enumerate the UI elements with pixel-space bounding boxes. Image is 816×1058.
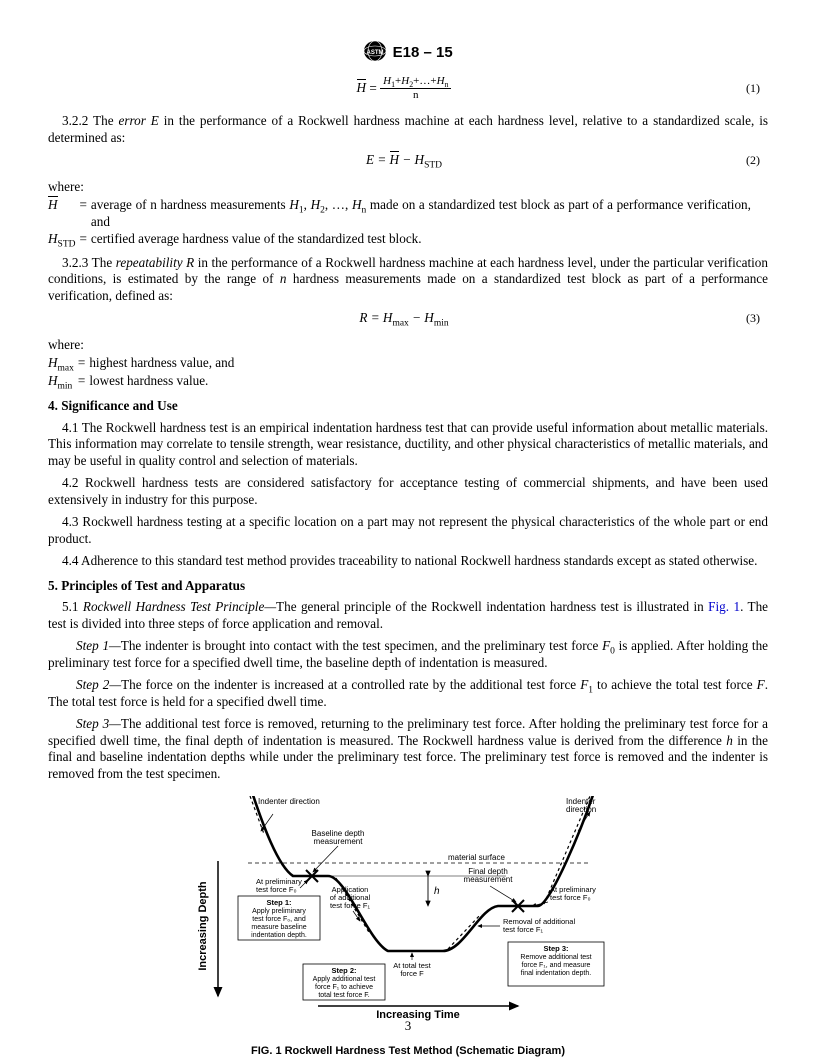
doc-id: E18 – 15	[393, 44, 453, 61]
para-4-2: 4.2 Rockwell hardness tests are consider…	[48, 475, 768, 508]
eq-num-2: (2)	[442, 153, 768, 168]
para-3-2-2: 3.2.2 The error E in the performance of …	[48, 113, 768, 146]
para-4-3: 4.3 Rockwell hardness testing at a speci…	[48, 514, 768, 547]
where-label-1: where:	[48, 179, 768, 196]
label-removal: Removal of additionaltest force F₁	[503, 917, 575, 934]
where-label-2: where:	[48, 337, 768, 354]
astm-logo: ASTM	[363, 40, 387, 67]
table-row: Hmin = lowest hardness value.	[48, 373, 238, 391]
eq-num-3: (3)	[449, 311, 768, 326]
doc-header: ASTM E18 – 15	[48, 40, 768, 67]
label-surface: material surface	[448, 853, 505, 862]
svg-text:Apply additional testforce F₁: Apply additional testforce F₁ to achieve…	[313, 976, 376, 999]
section-4-head: 4. Significance and Use	[48, 398, 768, 415]
label-app-add: Applicationof additionaltest force F₁	[330, 885, 371, 910]
label-at-total: At total testforce F	[393, 961, 431, 978]
svg-text:Remove additional testforce F₁: Remove additional testforce F₁, and meas…	[520, 954, 591, 977]
svg-text:h: h	[434, 886, 440, 897]
where-table-2: Hmax = highest hardness value, and Hmin …	[48, 355, 238, 390]
equation-2: E = H − HSTD (2)	[48, 152, 768, 169]
para-step-2: Step 2—The force on the indenter is incr…	[48, 677, 768, 710]
equation-3: R = Hmax − Hmin (3)	[48, 310, 768, 327]
svg-text:ASTM: ASTM	[367, 50, 384, 56]
label-indenter-r: Indenterdirection	[566, 797, 596, 814]
label-at-prelim-r: At preliminarytest force F₀	[550, 885, 596, 902]
section-5-head: 5. Principles of Test and Apparatus	[48, 578, 768, 595]
svg-text:Apply preliminarytest force F₀: Apply preliminarytest force F₀, andmeasu…	[251, 908, 307, 939]
eq-num-1: (1)	[451, 81, 768, 96]
para-step-1: Step 1—The indenter is brought into cont…	[48, 638, 768, 671]
table-row: HSTD = certified average hardness value …	[48, 231, 755, 249]
para-4-1: 4.1 The Rockwell hardness test is an emp…	[48, 420, 768, 470]
y-axis-label: Increasing Depth	[197, 881, 209, 971]
para-4-4: 4.4 Adherence to this standard test meth…	[48, 553, 768, 570]
para-5-1: 5.1 Rockwell Hardness Test Principle—The…	[48, 599, 768, 632]
fig-1-ref[interactable]: Fig. 1	[708, 599, 740, 614]
label-at-prelim-l: At preliminarytest force F₀	[256, 877, 302, 894]
para-step-3: Step 3—The additional test force is remo…	[48, 716, 768, 782]
svg-text:Step 2:: Step 2:	[331, 966, 356, 975]
label-indenter-l: Indenter direction	[258, 797, 320, 806]
svg-text:Step 1:: Step 1:	[266, 898, 291, 907]
label-final-depth: Final depthmeasurement	[464, 867, 514, 884]
para-3-2-3: 3.2.3 The repeatability R in the perform…	[48, 255, 768, 305]
svg-text:Step 3:: Step 3:	[543, 944, 568, 953]
where-table-1: H = average of n hardness measurements H…	[48, 197, 755, 249]
equation-1: H = H1+H2+…+Hn n (1)	[48, 75, 768, 104]
table-row: H = average of n hardness measurements H…	[48, 197, 755, 231]
label-baseline: Baseline depthmeasurement	[312, 829, 365, 846]
table-row: Hmax = highest hardness value, and	[48, 355, 238, 373]
page-number: 3	[0, 1018, 816, 1034]
